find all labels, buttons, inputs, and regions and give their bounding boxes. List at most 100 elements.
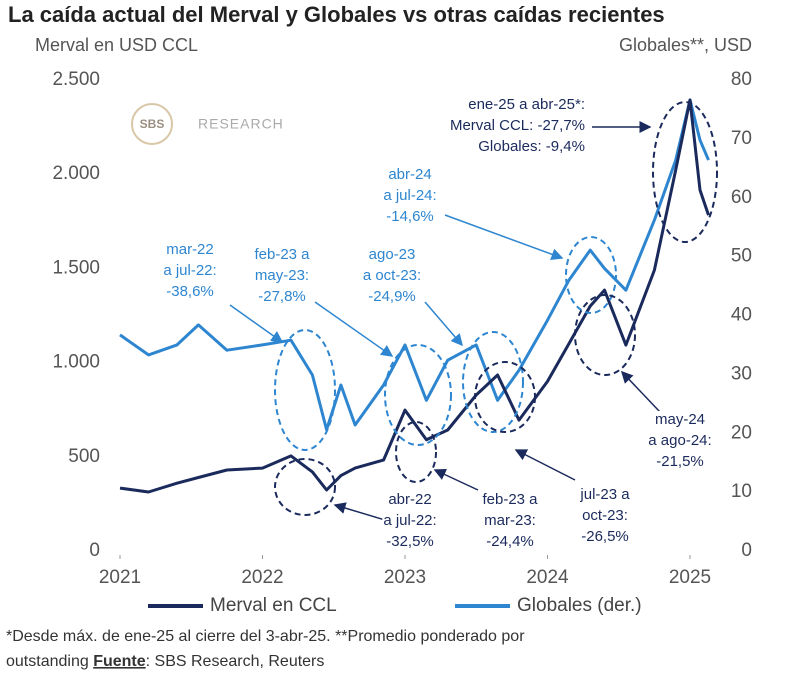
annotation-bg [382,186,438,204]
highlight-ellipse [652,101,718,243]
annotation: a ago-24: [648,432,711,449]
annotation: mar-22 [166,241,214,258]
annotation-bg [387,490,433,508]
annotation: a oct-23: [363,267,421,284]
footnote-source: outstanding Fuente: SBS Research, Reuter… [6,653,324,670]
annotation: -32,5% [386,533,434,550]
annotation: may-24 [655,411,705,428]
y2-tick-label: 50 [731,246,752,267]
footnote-prefix: outstanding [6,653,89,670]
annotation-bg [162,261,218,279]
x-tick-label: 2021 [99,567,141,588]
y-tick-label: 1.500 [52,257,100,278]
annotation: -24,9% [368,288,416,305]
x-tick-label: 2022 [241,567,283,588]
y-axis-label: Merval en USD CCL [35,35,198,55]
y2-tick-label: 10 [731,481,752,502]
x-tick-label: 2025 [669,567,711,588]
annotation-bg [477,137,586,155]
annotation-arrow [444,214,564,261]
annotation: abr-22 [388,491,431,508]
annotation: Merval CCL: -27,7% [450,117,585,134]
highlight-ellipse [395,421,437,483]
y2-tick-label: 30 [731,363,752,384]
logo-brand: SBS [140,117,165,131]
logo-ring [131,103,173,145]
annotation-bg [483,511,537,529]
annotation-bg [385,532,435,550]
legend-label: Globales (der.) [517,595,642,616]
annotation: a jul-24: [383,187,436,204]
annotation-bg [385,207,435,225]
legend-label: Merval en CCL [210,595,337,616]
annotation-bg [253,266,311,284]
x-tick-label: 2024 [526,567,569,588]
highlight-ellipse [274,329,336,451]
annotation-arrow [620,370,661,413]
annotation: feb-23 a [482,491,538,508]
y2-tick-label: 80 [731,69,752,90]
annotation-bg [581,506,629,524]
annotation-bg [165,240,215,258]
annotation-bg [367,287,417,305]
annotation: may-23: [255,267,309,284]
y2-tick-label: 40 [731,305,752,326]
highlight-ellipse [274,458,336,516]
y-tick-label: 2.000 [52,163,100,184]
y2-tick-label: 70 [731,128,752,149]
series-line [119,98,710,432]
annotation-bg [257,287,307,305]
annotation: ago-23 [369,246,416,263]
annotation: oct-23: [582,507,628,524]
y-tick-label: 500 [68,446,100,467]
annotation: -21,5% [656,453,704,470]
source-label: Fuente [93,653,146,670]
annotation-bg [580,527,630,545]
highlight-ellipse [565,236,617,314]
source: : SBS Research, Reuters [146,653,325,670]
logo-text: RESEARCH [198,116,284,132]
annotation: a jul-22: [383,512,436,529]
y-tick-label: 2.500 [52,69,100,90]
chart-title: La caída actual del Merval y Globales vs… [8,2,665,27]
y2-axis-label: Globales**, USD [619,35,752,55]
annotation: a jul-22: [163,262,216,279]
annotation: -27,8% [258,288,306,305]
annotation: -26,5% [581,528,629,545]
annotation-bg [655,452,705,470]
y-tick-label: 0 [89,540,100,561]
x-tick-label: 2023 [384,567,426,588]
annotation-bg [485,532,535,550]
annotation: -38,6% [166,283,214,300]
annotation: feb-23 a [254,246,310,263]
highlight-ellipse [384,344,452,446]
annotation: Globales: -9,4% [478,138,585,155]
y2-tick-label: 20 [731,422,752,443]
annotation: ene-25 a abr-25*: [468,96,585,113]
annotation-arrow [229,304,284,343]
y2-tick-label: 0 [741,540,752,561]
y-tick-label: 1.000 [52,352,100,373]
y2-tick-label: 60 [731,187,752,208]
annotation-arrow [424,301,463,347]
annotation-bg [481,490,540,508]
annotation-bg [578,485,632,503]
highlight-ellipse [462,331,524,433]
annotation: abr-24 [388,166,431,183]
annotation: jul-23 a [579,486,630,503]
annotation: -14,6% [386,208,434,225]
annotation-bg [253,245,312,263]
highlight-ellipse [574,294,636,376]
logo: SBS RESEARCH [131,103,284,145]
annotation-arrow [333,502,386,521]
annotation-bg [647,431,713,449]
annotation-bg [367,245,417,263]
annotation-bg [448,116,586,134]
annotation-bg [165,282,215,300]
annotation-arrow [514,449,576,481]
annotation: mar-23: [484,512,536,529]
annotation-bg [653,410,707,428]
footnote: *Desde máx. de ene-25 al cierre del 3-ab… [6,628,525,645]
highlight-ellipse [474,361,536,433]
